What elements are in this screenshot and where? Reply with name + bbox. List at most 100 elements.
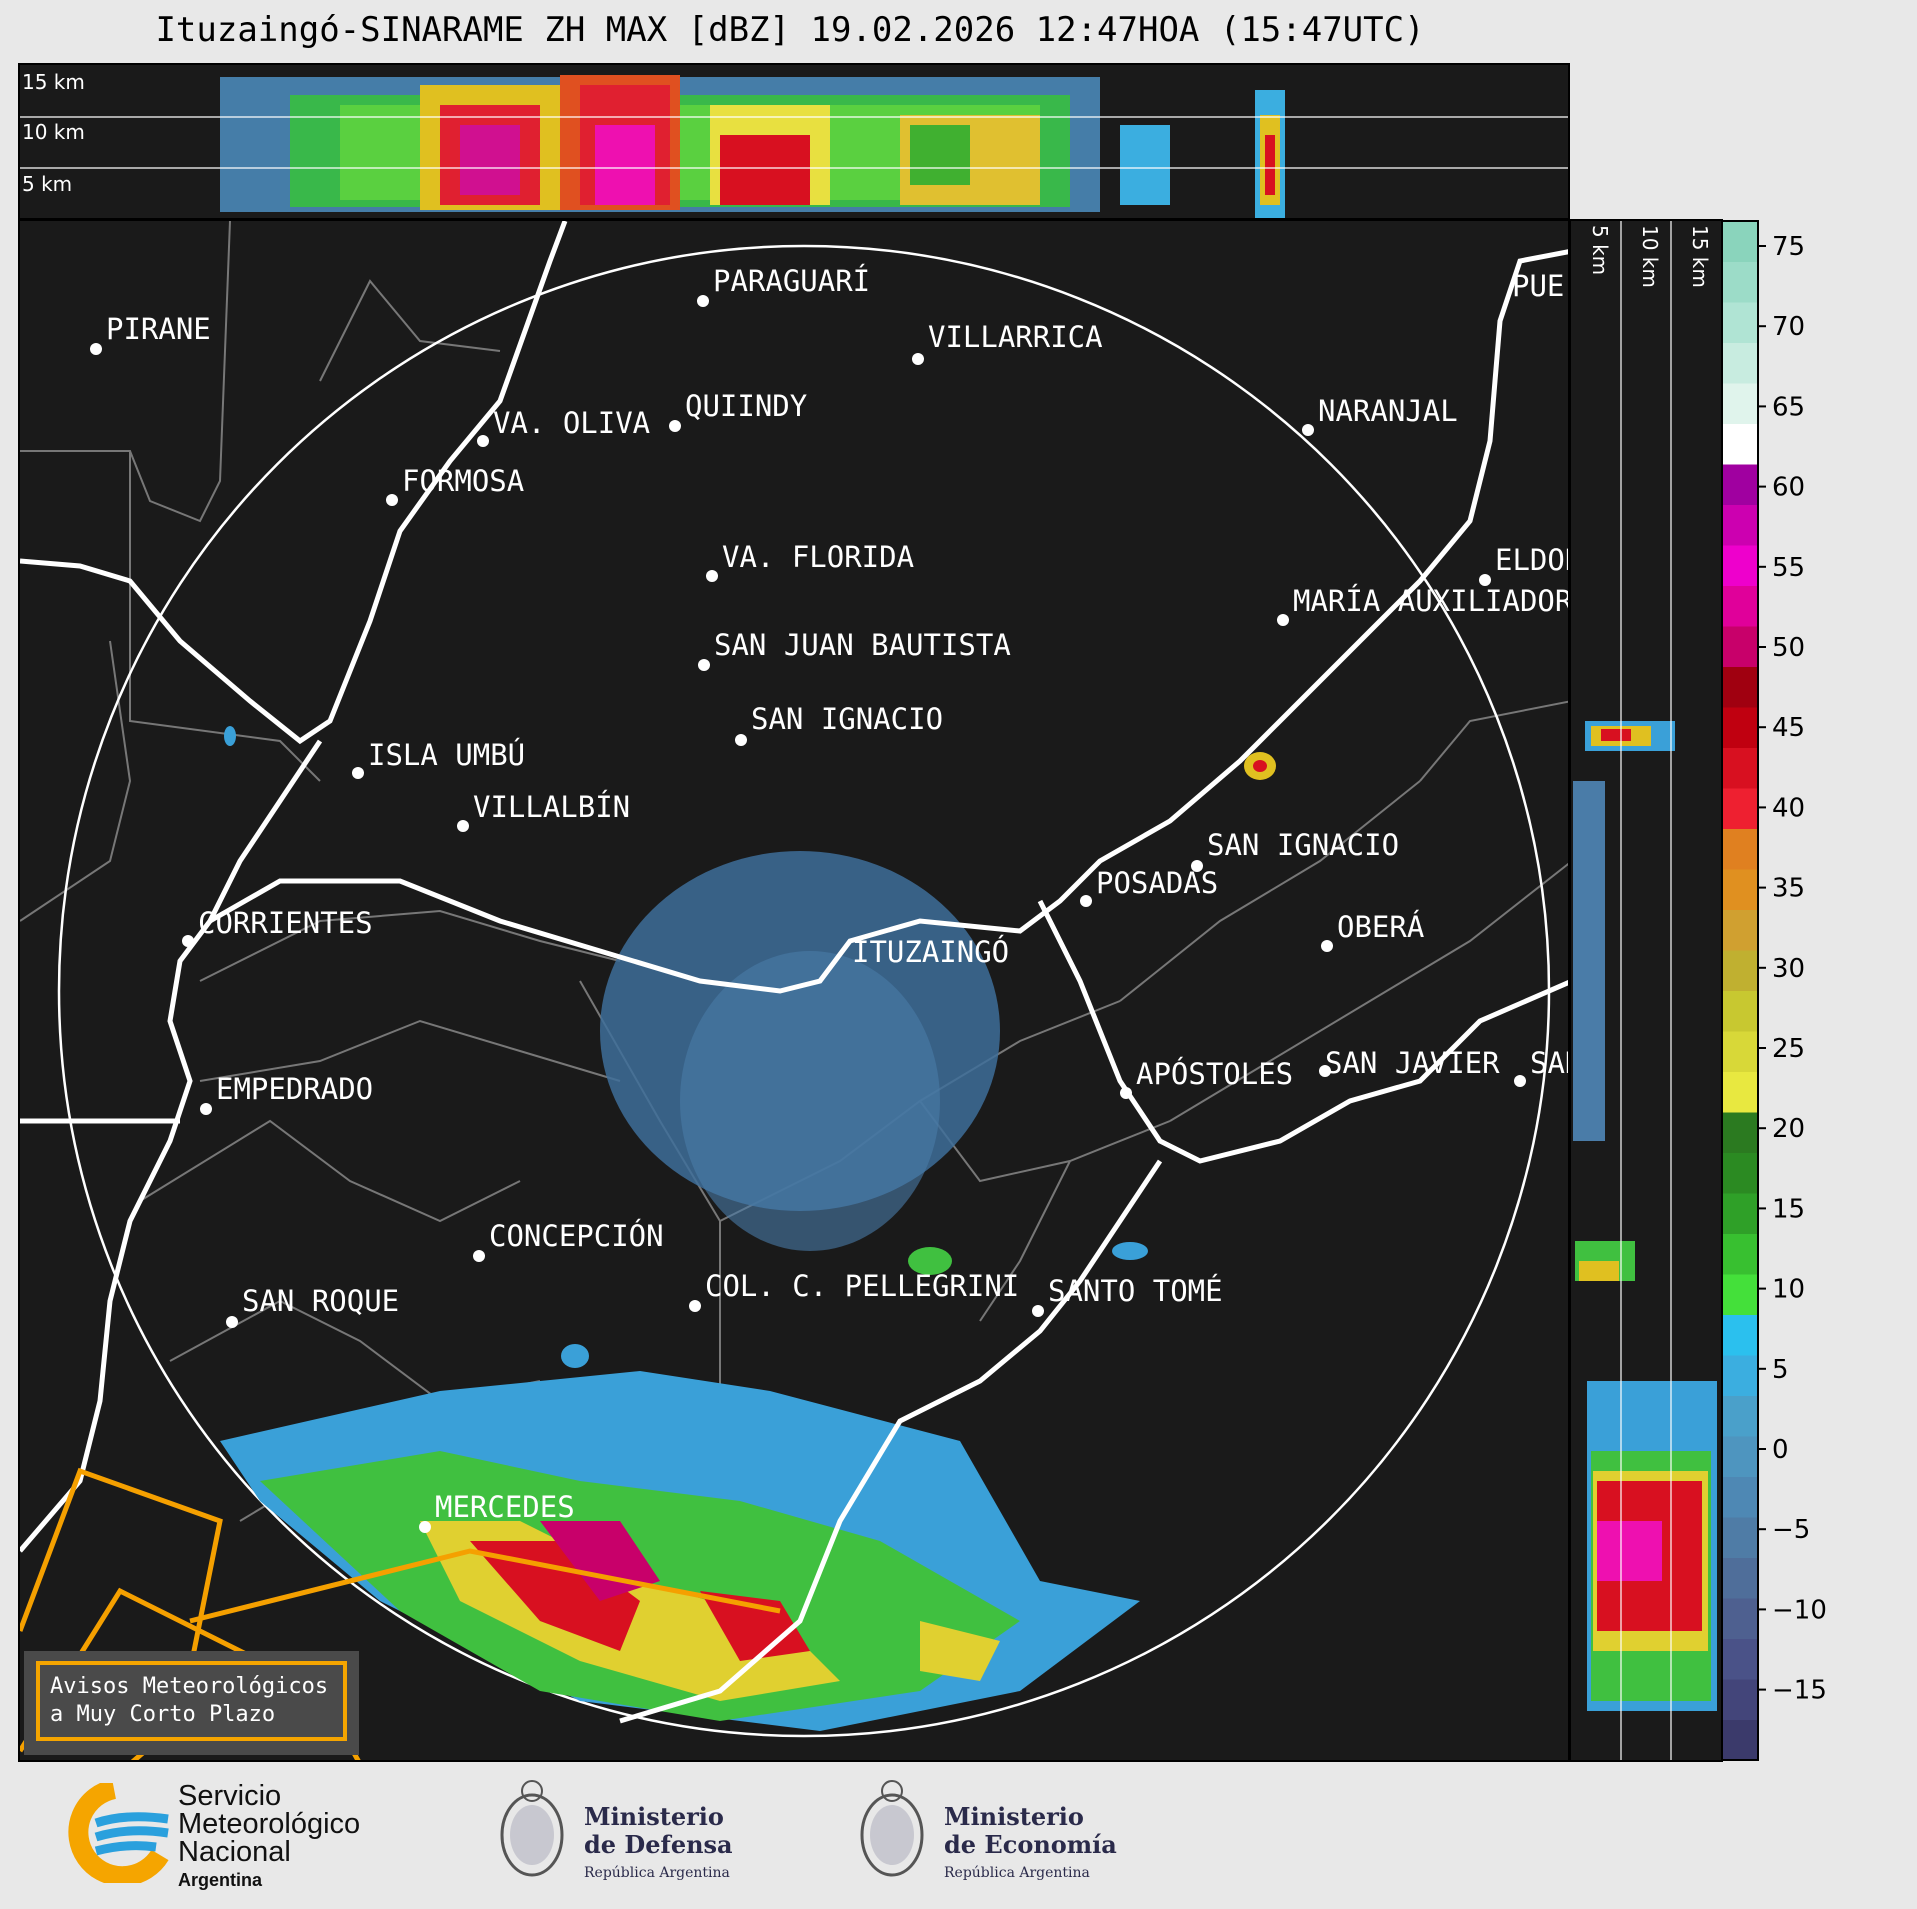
colorbar-segment bbox=[1722, 221, 1758, 262]
colorbar-tick-label: −5 bbox=[1772, 1515, 1810, 1545]
colorbar-tick-label: −10 bbox=[1772, 1595, 1827, 1625]
colorbar-tick-label: 55 bbox=[1772, 553, 1805, 583]
colorbar-segment bbox=[1722, 666, 1758, 708]
city-label-corrientes: CORRIENTES bbox=[198, 906, 373, 940]
city-label-santo-tome: SANTO TOMÉ bbox=[1048, 1274, 1223, 1308]
economia-shield-icon bbox=[856, 1775, 928, 1895]
colorbar-segment bbox=[1722, 1436, 1758, 1477]
city-label-villalbin: VILLALBÍN bbox=[473, 790, 630, 824]
city-label-san-ignacio-ar: SAN IGNACIO bbox=[1207, 828, 1399, 862]
city-label-pue: PUE bbox=[1512, 269, 1564, 303]
colorbar-segment bbox=[1722, 342, 1758, 384]
city-label-san-juan-bautista: SAN JUAN BAUTISTA bbox=[714, 628, 1011, 662]
colorbar-segment bbox=[1722, 950, 1758, 991]
radar-map-panel: PARAGUARÍ VILLARRICA PIRANE QUIINDY VA. … bbox=[18, 219, 1570, 1762]
colorbar-segment bbox=[1722, 423, 1758, 465]
colorbar-segment bbox=[1722, 626, 1758, 667]
colorbar-segment bbox=[1722, 1679, 1758, 1720]
colorbar-segment bbox=[1722, 383, 1758, 424]
city-label-paraguari: PARAGUARÍ bbox=[713, 264, 870, 298]
economia-line-1: Ministerio bbox=[944, 1802, 1084, 1831]
city-label-apostoles: APÓSTOLES bbox=[1136, 1057, 1293, 1091]
city-label-isla-umbu: ISLA UMBÚ bbox=[368, 738, 525, 772]
economia-line-2: de Economía bbox=[944, 1830, 1117, 1859]
colorbar-segment bbox=[1722, 302, 1758, 343]
colorbar-segment bbox=[1722, 707, 1758, 748]
radar-site-label: ITUZAINGÓ bbox=[852, 935, 1009, 969]
colorbar-segment bbox=[1722, 747, 1758, 789]
defensa-line-3: República Argentina bbox=[584, 1865, 730, 1881]
colorbar-tick-label: 20 bbox=[1772, 1114, 1805, 1144]
city-label-mercedes: MERCEDES bbox=[435, 1490, 575, 1524]
city-label-va-oliva: VA. OLIVA bbox=[493, 406, 650, 440]
warning-line-2: a Muy Corto Plazo bbox=[50, 1702, 276, 1727]
city-label-san-roque: SAN ROQUE bbox=[242, 1284, 399, 1318]
top-km-label-10: 10 km bbox=[22, 120, 85, 144]
colorbar-tick-label: 45 bbox=[1772, 713, 1805, 743]
city-label-san-javier: SAN JAVIER bbox=[1325, 1046, 1500, 1080]
economia-name: Ministerio de Economía República Argenti… bbox=[944, 1803, 1117, 1887]
colorbar-segment bbox=[1722, 1071, 1758, 1113]
near-radar-echoes bbox=[600, 851, 1000, 1251]
colorbar-segment bbox=[1722, 1152, 1758, 1194]
colorbar-segment bbox=[1722, 828, 1758, 870]
colorbar-segment bbox=[1722, 909, 1758, 951]
colorbar-segment bbox=[1722, 261, 1758, 303]
colorbar-segment bbox=[1722, 464, 1758, 505]
city-label-empedrado: EMPEDRADO bbox=[216, 1072, 373, 1106]
colorbar-segment bbox=[1722, 504, 1758, 546]
smn-line-4: Argentina bbox=[178, 1870, 263, 1890]
defensa-name: Ministerio de Defensa República Argentin… bbox=[584, 1803, 733, 1887]
colorbar-tick-label: 75 bbox=[1772, 232, 1805, 262]
city-label-san: SAN bbox=[1530, 1046, 1570, 1080]
top-echo-band bbox=[220, 75, 1285, 218]
colorbar-segment bbox=[1722, 1274, 1758, 1315]
colorbar-tick-label: 65 bbox=[1772, 392, 1805, 422]
colorbar-tick-label: −15 bbox=[1772, 1676, 1827, 1706]
colorbar-tick-label: 25 bbox=[1772, 1034, 1805, 1064]
colorbar-tick-label: 50 bbox=[1772, 633, 1805, 663]
defensa-shield-icon bbox=[496, 1775, 568, 1895]
city-label-formosa: FORMOSA bbox=[402, 464, 524, 498]
top-cross-section-panel: 15 km 10 km 5 km bbox=[18, 63, 1570, 220]
colorbar-segment bbox=[1722, 1031, 1758, 1072]
colorbar-tick-label: 10 bbox=[1772, 1275, 1805, 1305]
city-label-eldor: ELDOR bbox=[1495, 543, 1570, 577]
side-km-label-5: 5 km bbox=[1588, 225, 1612, 275]
colorbar-segment bbox=[1722, 1193, 1758, 1234]
side-echo-band bbox=[1573, 721, 1717, 1711]
colorbar-segment bbox=[1722, 1517, 1758, 1558]
colorbar-segment bbox=[1722, 585, 1758, 627]
colorbar-segment bbox=[1722, 1638, 1758, 1680]
colorbar-tick-label: 30 bbox=[1772, 954, 1805, 984]
smn-line-3: Nacional bbox=[178, 1836, 291, 1868]
colorbar-tick-label: 70 bbox=[1772, 312, 1805, 342]
colorbar-segment bbox=[1722, 1557, 1758, 1599]
colorbar-segment bbox=[1722, 1355, 1758, 1396]
colorbar-tick-label: 60 bbox=[1772, 473, 1805, 503]
colorbar-segment bbox=[1722, 1395, 1758, 1437]
top-km-label-15: 15 km bbox=[22, 70, 85, 94]
scattered-echoes bbox=[224, 726, 1276, 1368]
dbz-colorbar: 75 70 65 60 55 50 45 40 35 30 25 20 15 10 5 0 −5 −10 −15 bbox=[1720, 219, 1917, 1764]
colorbar-segment bbox=[1722, 990, 1758, 1032]
city-label-villarrica: VILLARRICA bbox=[928, 320, 1103, 354]
southern-storm-echoes bbox=[220, 1371, 1140, 1731]
colorbar-segment bbox=[1722, 1476, 1758, 1518]
city-label-quiindy: QUIINDY bbox=[685, 389, 807, 423]
city-markers: PARAGUARÍ VILLARRICA PIRANE QUIINDY VA. … bbox=[90, 264, 1570, 1533]
colorbar-segment bbox=[1722, 1719, 1758, 1761]
economia-line-3: República Argentina bbox=[944, 1865, 1090, 1881]
smn-line-1: Servicio bbox=[178, 1780, 282, 1812]
colorbar-segment bbox=[1722, 869, 1758, 910]
defensa-line-1: Ministerio bbox=[584, 1802, 724, 1831]
side-cross-section-panel: 5 km 10 km 15 km bbox=[1569, 219, 1723, 1762]
colorbar-tick-label: 15 bbox=[1772, 1194, 1805, 1224]
warning-line-1: Avisos Meteorológicos bbox=[50, 1674, 329, 1699]
city-label-col-c-pellegrini: COL. C. PELLEGRINI bbox=[705, 1269, 1019, 1303]
colorbar-segment bbox=[1722, 1112, 1758, 1153]
smn-name: Servicio Meteorológico Nacional Argentin… bbox=[178, 1782, 360, 1894]
colorbar-frame bbox=[1721, 220, 1759, 1761]
side-km-label-10: 10 km bbox=[1638, 225, 1662, 288]
warning-box: Avisos Meteorológicos a Muy Corto Plazo bbox=[24, 1651, 359, 1755]
